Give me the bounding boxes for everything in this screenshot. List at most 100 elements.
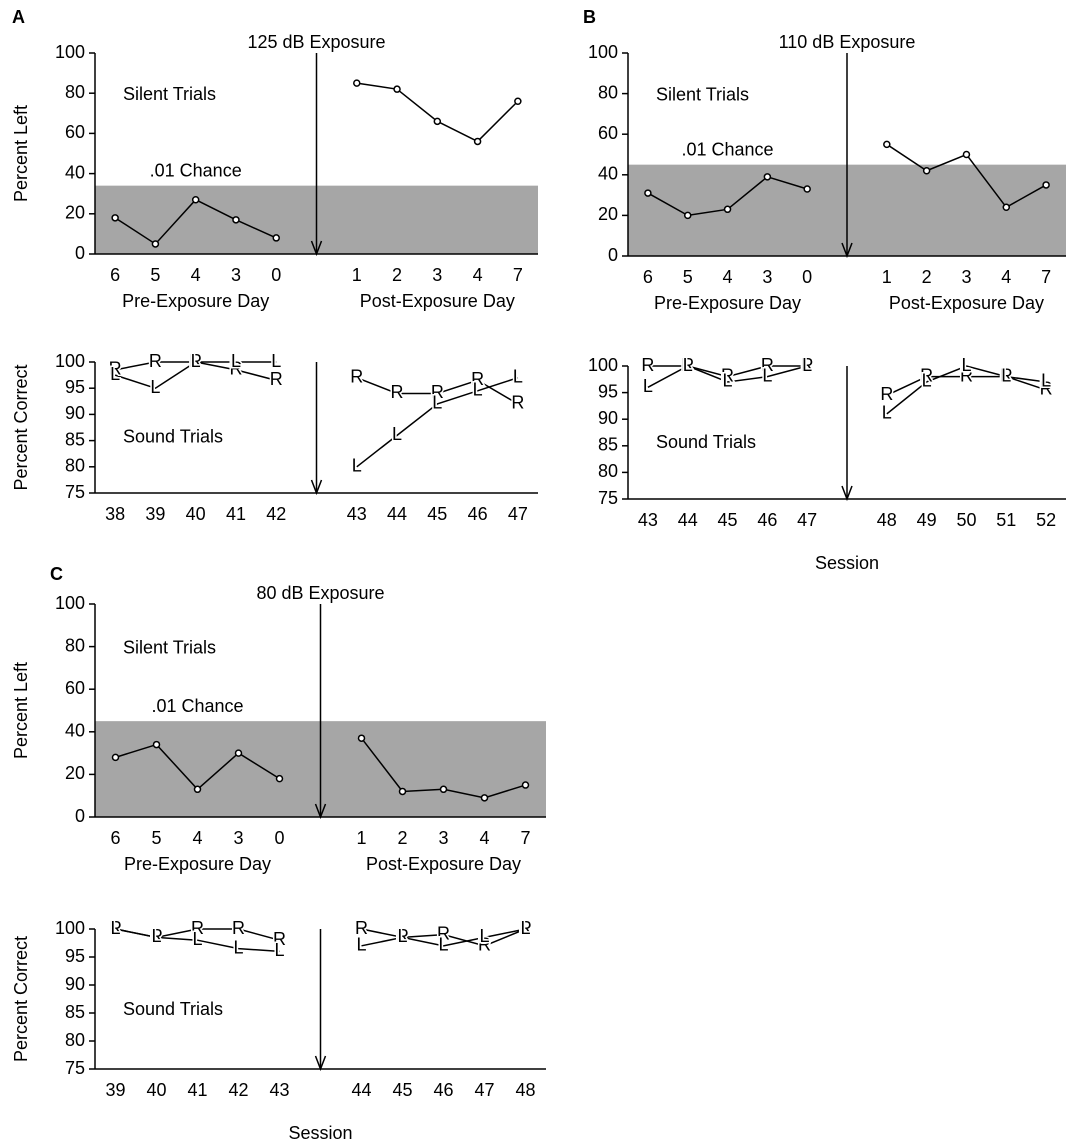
letter-marker: R [109,359,122,379]
y-tick-label: 95 [598,381,618,401]
y-axis-label: Percent Correct [11,936,31,1062]
y-axis-label: Percent Left [11,662,31,759]
data-point [439,785,448,794]
letter-marker: L [479,926,489,946]
y-tick-label: 95 [65,946,85,966]
x-tick-label: 4 [192,828,202,848]
letter-marker: L [802,355,812,375]
letter-marker: R [478,935,491,955]
x-tick-label: 39 [105,1080,125,1100]
data-line [115,928,526,953]
x-tick-label: 38 [105,504,125,524]
panel-title: Silent Trials [656,84,749,104]
letter-marker: R [1000,365,1013,385]
x-tick-label: 4 [473,265,483,285]
x-tick-label: 1 [882,267,892,287]
y-tick-label: 100 [55,42,85,62]
letter-marker: L [274,940,284,960]
x-tick-label: 43 [347,504,367,524]
x-tick-label: 46 [757,510,777,530]
x-tick-label: 40 [186,504,206,524]
x-group-label: Post-Exposure Day [360,291,515,311]
letter-marker: L [1001,365,1011,385]
y-tick-label: 100 [55,593,85,613]
y-tick-label: 0 [75,806,85,826]
x-tick-label: 41 [226,504,246,524]
arrow-head [310,479,323,496]
data-point [232,216,240,224]
letter-marker: L [191,351,201,371]
panel-title: Sound Trials [123,427,223,447]
panel-letter: A [12,7,25,27]
x-tick-label: 7 [520,828,530,848]
x-tick-label: 49 [917,510,937,530]
arrow-head [314,803,327,820]
y-tick-label: 60 [65,678,85,698]
panel-letter: C [50,564,63,584]
panel-letter: B [583,7,596,27]
x-tick-label: 48 [515,1080,535,1100]
y-tick-label: 85 [65,429,85,449]
x-tick-label: 45 [718,510,738,530]
x-tick-label: 2 [397,828,407,848]
letter-marker: R [681,355,694,375]
y-tick-label: 40 [598,164,618,184]
letter-marker: R [391,382,404,402]
data-point [275,774,284,783]
letter-marker: L [233,937,243,957]
letter-marker: R [960,365,973,385]
x-tick-label: 6 [643,267,653,287]
letter-marker: R [149,351,162,371]
x-tick-label: 39 [145,504,165,524]
y-tick-label: 100 [588,42,618,62]
x-group-label: Post-Exposure Day [366,854,521,874]
x-tick-label: 47 [508,504,528,524]
letter-marker: L [110,364,120,384]
x-tick-label: 46 [433,1080,453,1100]
letter-marker: L [723,371,733,391]
panel-title: Silent Trials [123,637,216,657]
x-tick-label: 43 [269,1080,289,1100]
x-tick-label: 5 [151,828,161,848]
letter-marker: R [641,355,654,375]
chance-label: .01 Chance [150,160,242,180]
letter-marker: R [150,926,163,946]
letter-marker: L [392,424,402,444]
arrow-head [841,242,853,259]
letter-marker: R [1040,379,1053,399]
y-tick-label: 95 [65,377,85,397]
letter-marker: L [432,393,442,413]
y-tick-label: 85 [598,435,618,455]
x-tick-label: 0 [271,265,281,285]
x-tick-label: 6 [110,828,120,848]
y-axis-label: Percent Correct [11,364,31,490]
letter-marker: L [473,380,483,400]
x-tick-label: 4 [479,828,489,848]
letter-marker: R [350,366,363,386]
letter-marker: L [352,456,362,476]
letter-marker: R [396,926,409,946]
x-tick-label: 3 [961,267,971,287]
y-tick-label: 90 [65,974,85,994]
y-tick-label: 85 [65,1002,85,1022]
letter-marker: L [150,377,160,397]
letter-marker: R [519,918,532,938]
arrow-head [841,485,853,502]
letter-marker: R [270,369,283,389]
letter-marker: L [1041,371,1051,391]
letter-marker: R [431,382,444,402]
x-group-label: Pre-Exposure Day [654,293,801,313]
x-axis-label: Session [815,553,879,573]
letter-marker: R [189,351,202,371]
letter-marker: L [762,365,772,385]
x-tick-label: 41 [187,1080,207,1100]
data-point [473,137,482,146]
letter-marker: L [192,929,202,949]
y-tick-label: 75 [65,1058,85,1078]
x-tick-label: 42 [266,504,286,524]
x-tick-label: 3 [438,828,448,848]
data-point [683,211,692,220]
x-tick-label: 2 [922,267,932,287]
x-tick-label: 6 [110,265,120,285]
